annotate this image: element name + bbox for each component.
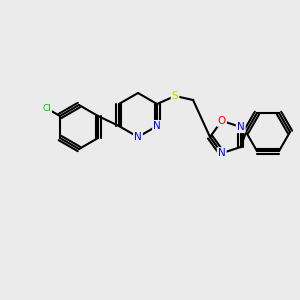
- Text: N: N: [153, 121, 161, 131]
- Text: S: S: [172, 91, 178, 101]
- Text: N: N: [237, 122, 244, 132]
- Text: N: N: [218, 148, 226, 158]
- Text: N: N: [134, 132, 142, 142]
- Text: Cl: Cl: [42, 104, 51, 113]
- Text: O: O: [218, 116, 226, 126]
